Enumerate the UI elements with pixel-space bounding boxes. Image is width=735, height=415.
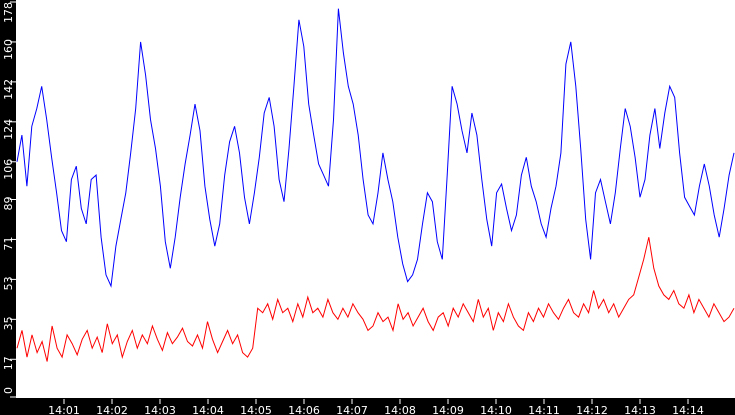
y-tick-label: 53 bbox=[2, 276, 15, 290]
x-axis: 14:01 14:02 14:03 14:04 14:05 14:06 14:07 14:08… bbox=[48, 399, 704, 415]
plot-area bbox=[16, 0, 735, 398]
x-tick-label: 14:10 bbox=[480, 404, 512, 415]
y-tick-label: 0 bbox=[2, 387, 15, 394]
x-tick-label: 14:04 bbox=[192, 404, 224, 415]
x-tick-label: 14:13 bbox=[624, 404, 656, 415]
series-layer bbox=[16, 8, 735, 362]
x-tick-label: 14:08 bbox=[384, 404, 416, 415]
x-tick-label: 14:14 bbox=[672, 404, 704, 415]
x-tick-label: 14:09 bbox=[432, 404, 464, 415]
y-tick-label: 160 bbox=[2, 39, 15, 60]
y-tick-label: 106 bbox=[2, 159, 15, 180]
x-tick-label: 14:02 bbox=[96, 404, 128, 415]
y-tick-label: 17 bbox=[2, 356, 15, 370]
y-tick-label: 89 bbox=[2, 197, 15, 211]
x-tick-label: 14:11 bbox=[528, 404, 560, 415]
x-tick-label: 14:06 bbox=[288, 404, 320, 415]
y-tick-label: 178 bbox=[2, 2, 15, 23]
y-tick-label: 142 bbox=[2, 79, 15, 100]
series-line-blue bbox=[16, 8, 735, 288]
y-axis: 0 17 35 53 71 89 106 124 142 160 178 bbox=[2, 1, 16, 398]
x-tick-label: 14:03 bbox=[144, 404, 176, 415]
y-tick-label: 71 bbox=[2, 236, 15, 250]
x-tick-label: 14:12 bbox=[576, 404, 608, 415]
x-tick-label: 14:01 bbox=[48, 404, 80, 415]
x-tick-label: 14:07 bbox=[336, 404, 368, 415]
y-tick-label: 35 bbox=[2, 316, 15, 330]
series-line-red bbox=[16, 237, 735, 362]
x-tick-label: 14:05 bbox=[240, 404, 272, 415]
y-tick-label: 124 bbox=[2, 119, 15, 140]
